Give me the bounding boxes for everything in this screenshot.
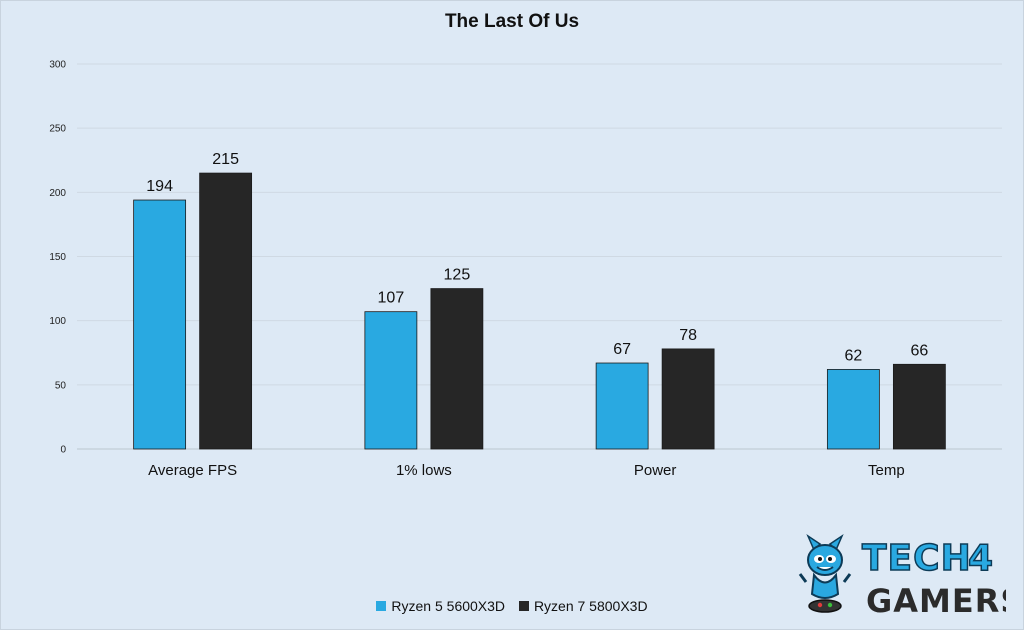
y-tick-label: 250 — [49, 124, 66, 135]
legend-item-series-1: Ryzen 5 5600X3D — [376, 598, 505, 614]
logo-wordmark: TECH 4 GAMERS — [861, 537, 1006, 618]
legend: Ryzen 5 5600X3D Ryzen 7 5800X3D — [0, 598, 1024, 614]
x-category-label: 1% lows — [396, 462, 452, 479]
bar — [364, 311, 418, 450]
legend-swatch-series-1 — [376, 601, 387, 611]
y-tick-label: 0 — [60, 445, 66, 456]
tech4gamers-logo: TECH 4 GAMERS — [798, 533, 1006, 618]
bar — [892, 363, 946, 450]
y-tick-label: 100 — [49, 316, 66, 327]
data-label: 215 — [212, 151, 239, 168]
legend-label-series-2: Ryzen 7 5800X3D — [533, 598, 648, 614]
data-label: 125 — [444, 267, 471, 284]
y-tick-label: 300 — [49, 60, 66, 71]
data-label: 66 — [910, 342, 928, 359]
y-tick-label: 150 — [49, 252, 66, 263]
bar — [661, 348, 715, 450]
bar — [133, 199, 187, 450]
legend-label-series-1: Ryzen 5 5600X3D — [391, 598, 506, 614]
data-label: 67 — [613, 341, 631, 358]
legend-item-series-2: Ryzen 7 5800X3D — [518, 598, 648, 614]
mascot-icon — [798, 533, 852, 613]
svg-text:GAMERS: GAMERS — [866, 582, 1006, 618]
svg-text:TECH: TECH — [862, 538, 972, 579]
bar — [826, 369, 880, 450]
legend-swatch-series-2 — [518, 601, 529, 611]
x-category-label: Power — [634, 462, 677, 479]
bar — [595, 362, 649, 450]
y-tick-label: 200 — [49, 188, 66, 199]
svg-text:4: 4 — [968, 538, 993, 579]
x-category-label: Temp — [868, 462, 905, 479]
data-label: 78 — [679, 327, 697, 344]
bar — [430, 288, 484, 450]
data-label: 62 — [844, 347, 862, 364]
y-tick-label: 50 — [55, 380, 67, 391]
data-label: 107 — [378, 290, 405, 307]
chart-title: The Last Of Us — [444, 11, 580, 32]
bar — [199, 172, 253, 450]
data-label: 194 — [146, 178, 173, 195]
x-category-label: Average FPS — [148, 462, 237, 479]
